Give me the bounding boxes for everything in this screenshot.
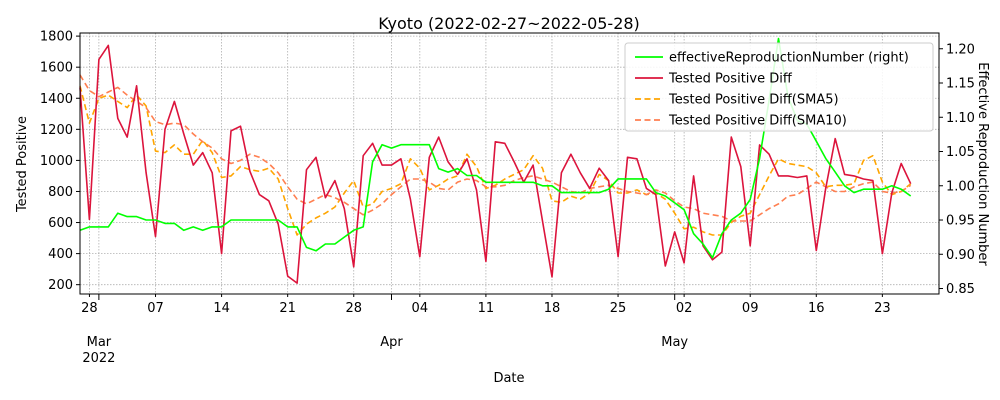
y-tick-label-right: 1.15: [946, 77, 975, 92]
y-tick-label-left: 1200: [40, 123, 73, 138]
y-axis-label-left: Tested Positive: [15, 116, 30, 213]
series-line-2: [79, 85, 912, 236]
y-tick-label-right: 1.10: [946, 111, 975, 126]
series-layer: [79, 37, 912, 284]
legend-box: [624, 42, 934, 132]
x-tick-label: 16: [808, 301, 825, 316]
x-tick-label: 28: [81, 301, 98, 316]
y-tick-label-right: 1.05: [946, 145, 975, 160]
y-tick-label-right: 0.85: [946, 282, 975, 297]
plot-frame: [79, 32, 940, 295]
x-tick-label: 11: [478, 301, 495, 316]
x-tick-label: 18: [544, 301, 561, 316]
x-tick-label: 28: [345, 301, 362, 316]
x-tick-year-label: 2022: [82, 351, 115, 366]
legend-label-3: Tested Positive Diff(SMA10): [668, 114, 847, 129]
y-tick-label-right: 0.95: [946, 214, 975, 229]
x-tick-label: 21: [279, 301, 296, 316]
y-tick-label-left: 1400: [40, 92, 73, 107]
y-tick-label-left: 1000: [40, 154, 73, 169]
right-axis: 0.85 0.90 0.95 1.00 1.05 1.10 1.15 1.20: [939, 42, 975, 297]
y-tick-label-right: 1.00: [946, 179, 975, 194]
y-tick-label-left: 600: [48, 216, 73, 231]
grid: [80, 33, 939, 294]
series-line-3: [79, 74, 912, 222]
y-tick-label-left: 1800: [40, 30, 73, 45]
y-tick-label-right: 1.20: [946, 42, 975, 57]
x-tick-label: 09: [742, 301, 759, 316]
y-tick-label-left: 800: [48, 185, 73, 200]
x-axis-label: Date: [493, 371, 524, 386]
x-tick-label: 25: [610, 301, 627, 316]
legend-label-1: Tested Positive Diff: [668, 72, 793, 87]
x-tick-label: 23: [874, 301, 891, 316]
x-tick-label: 04: [412, 301, 429, 316]
legend: effectiveReproductionNumber (right) Teste…: [624, 42, 934, 132]
y-tick-label-left: 400: [48, 247, 73, 262]
y-tick-label-left: 200: [48, 278, 73, 293]
x-tick-month-label: Mar: [87, 335, 112, 350]
chart-title: Kyoto (2022-02-27~2022-05-28): [378, 14, 640, 33]
legend-label-2: Tested Positive Diff(SMA5): [668, 93, 839, 108]
x-tick-label: 14: [213, 301, 230, 316]
x-tick-label: 07: [147, 301, 164, 316]
legend-label-0: effectiveReproductionNumber (right): [669, 51, 909, 66]
y-tick-label-right: 0.90: [946, 248, 975, 263]
x-tick-label: 02: [676, 301, 693, 316]
left-axis: 200 400 600 800 1000 1200 1400 1600 1800: [40, 30, 80, 293]
x-tick-month-label: Apr: [380, 335, 403, 350]
y-axis-label-right: Effective Reproduction Number: [975, 62, 990, 266]
x-tick-month-label: May: [661, 335, 688, 350]
y-tick-label-left: 1600: [40, 61, 73, 76]
